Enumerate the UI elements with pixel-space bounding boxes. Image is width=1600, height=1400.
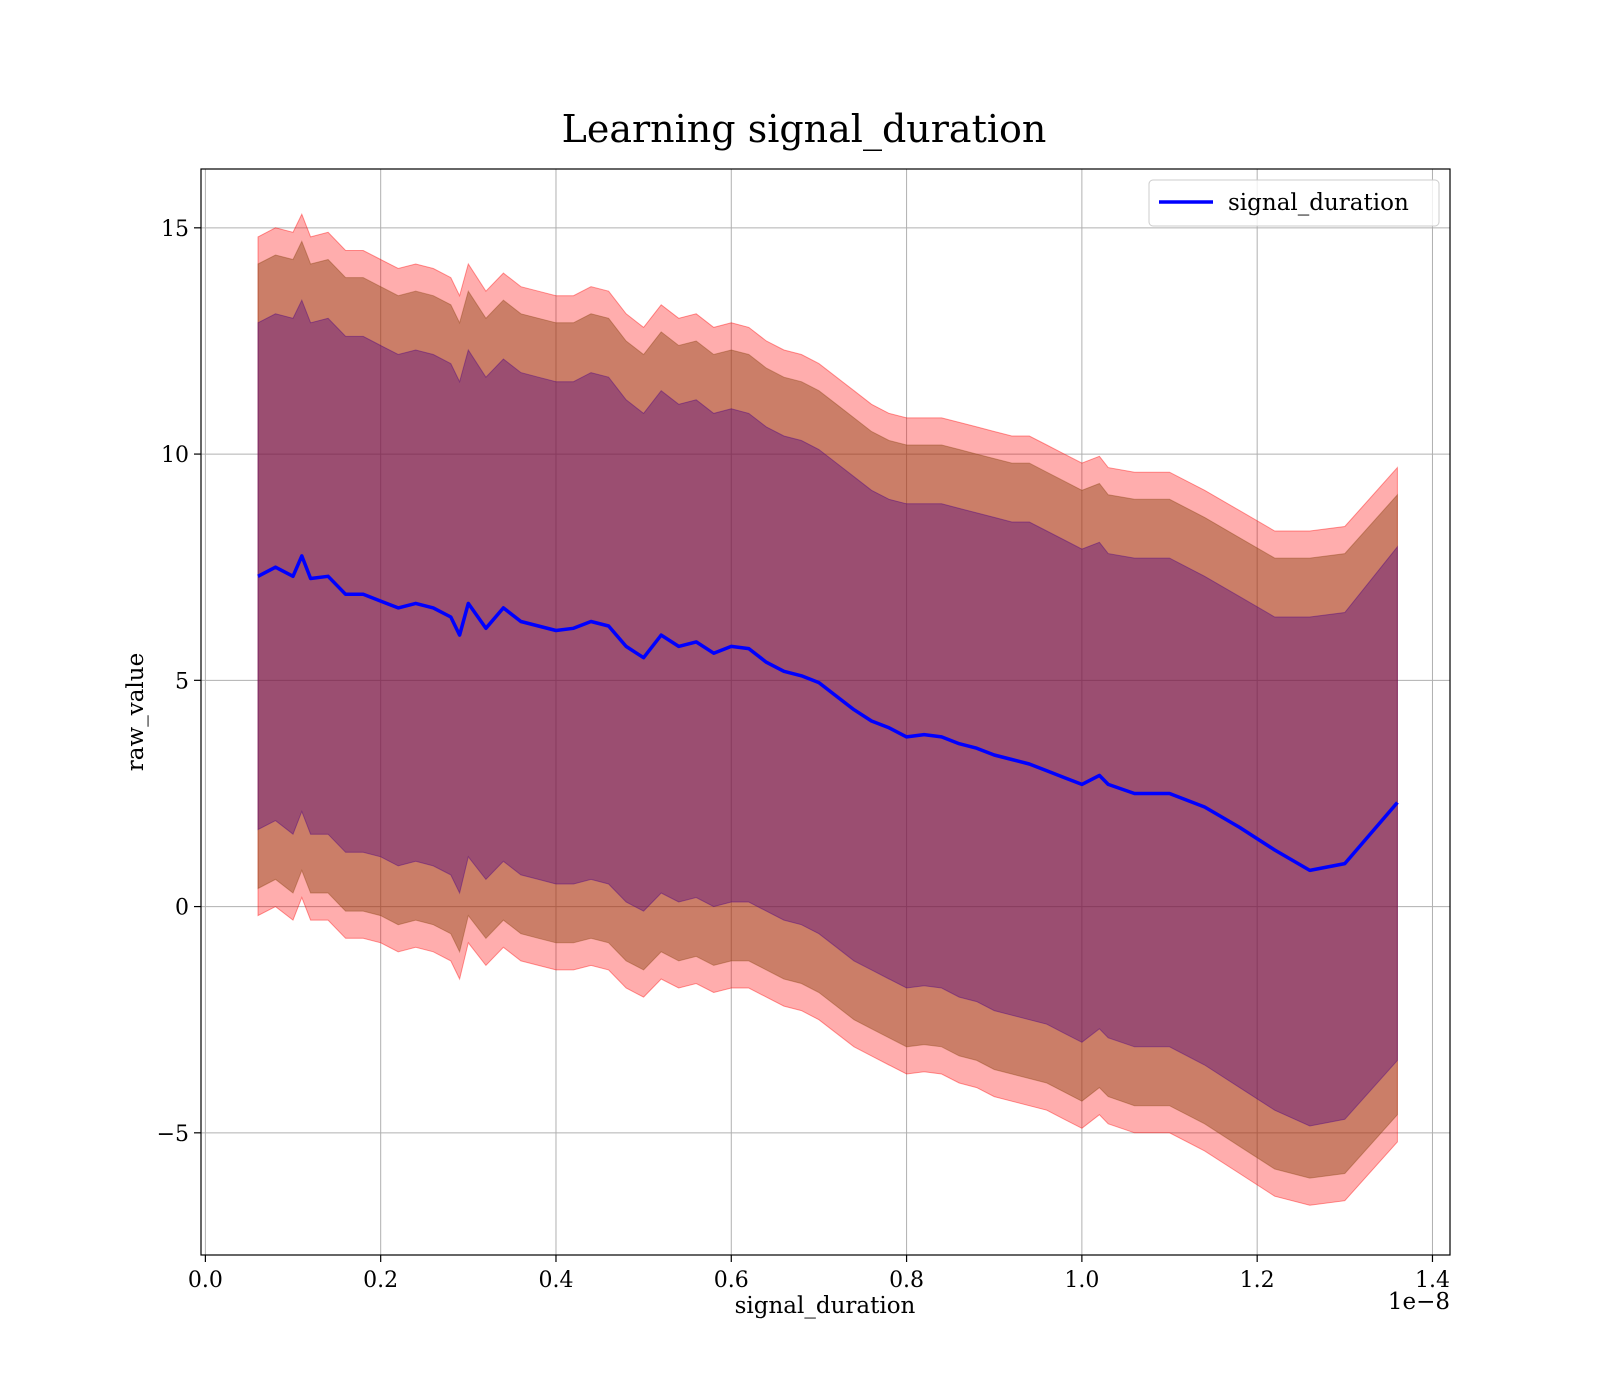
legend-label-signal-duration: signal_duration [1228,190,1409,216]
x-tick-label: 1.4 [1415,1268,1450,1293]
x-tick-label: 0.8 [889,1268,924,1293]
chart-title: Learning signal_duration [562,107,1047,152]
plot-frame [200,168,1451,1256]
x-axis-label: signal_duration [735,1293,916,1319]
x-tick-label: 0.0 [188,1268,223,1293]
uncertainty-bands [257,213,1398,1206]
y-axis-label: raw_value [123,653,149,771]
x-tick-label: 1.2 [1240,1268,1275,1293]
band-inner [257,298,1398,1127]
x-tick-label: 0.6 [714,1268,749,1293]
x-tick-label: 0.4 [538,1268,573,1293]
y-tick-label: 5 [175,669,189,694]
x-tick-label: 0.2 [363,1268,398,1293]
y-tick-label: 10 [161,443,189,468]
series-line-signal-duration [257,554,1399,873]
legend-box [1148,179,1440,227]
x-axis-offset-label: 1e−8 [1388,1289,1450,1315]
y-tick-label: 0 [175,896,189,921]
band-middle [257,240,1398,1179]
legend: signal_duration [1148,179,1440,227]
band-outer [257,213,1398,1206]
x-axis-ticks: 0.0 0.2 0.4 0.6 0.8 1.0 1.2 1.4 [188,1255,1450,1293]
x-tick-label: 1.0 [1064,1268,1099,1293]
y-axis-ticks: −5 0 5 10 15 [157,217,201,1147]
y-tick-label: 15 [161,217,189,242]
y-tick-label: −5 [157,1122,189,1147]
gridlines [201,169,1450,1255]
